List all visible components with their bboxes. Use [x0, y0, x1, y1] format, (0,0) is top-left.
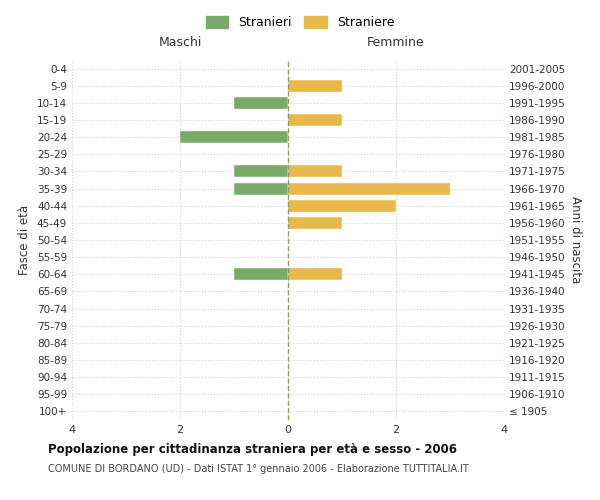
Bar — [234, 97, 288, 109]
Bar — [288, 166, 342, 177]
Bar — [180, 131, 288, 143]
Bar — [288, 268, 342, 280]
Text: COMUNE DI BORDANO (UD) - Dati ISTAT 1° gennaio 2006 - Elaborazione TUTTITALIA.IT: COMUNE DI BORDANO (UD) - Dati ISTAT 1° g… — [48, 464, 469, 474]
Bar — [234, 182, 288, 194]
Legend: Stranieri, Straniere: Stranieri, Straniere — [201, 11, 399, 34]
Y-axis label: Fasce di età: Fasce di età — [19, 205, 31, 275]
Y-axis label: Anni di nascita: Anni di nascita — [569, 196, 582, 284]
Bar — [234, 268, 288, 280]
Text: Popolazione per cittadinanza straniera per età e sesso - 2006: Popolazione per cittadinanza straniera p… — [48, 442, 457, 456]
Bar — [288, 80, 342, 92]
Text: Maschi: Maschi — [158, 36, 202, 49]
Bar — [288, 217, 342, 229]
Bar — [288, 114, 342, 126]
Text: Femmine: Femmine — [367, 36, 425, 49]
Bar — [288, 182, 450, 194]
Bar — [234, 166, 288, 177]
Bar — [288, 200, 396, 211]
